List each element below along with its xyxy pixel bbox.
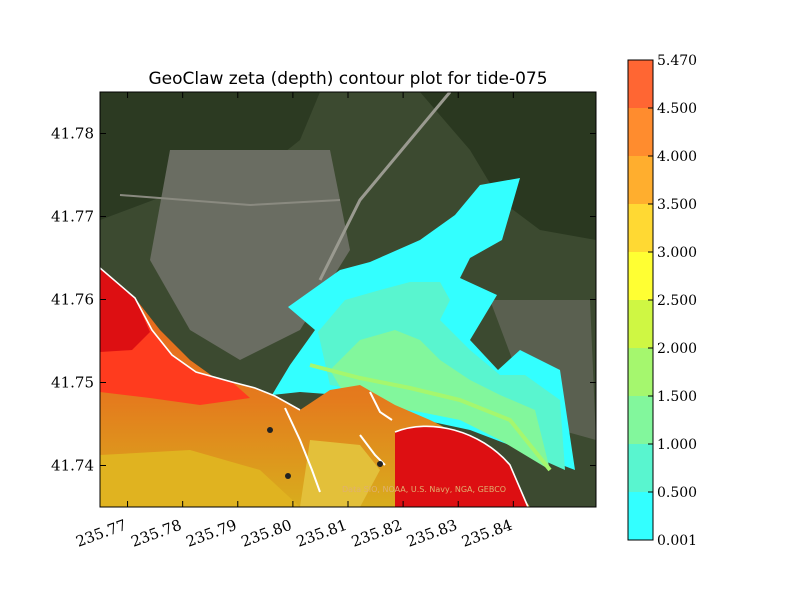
colorbar-label: 1.000 bbox=[657, 437, 697, 453]
y-axis: 41.78 41.77 41.76 41.75 41.74 bbox=[51, 125, 596, 475]
colorbar-segment bbox=[628, 156, 653, 204]
sea-zone-red bbox=[100, 268, 150, 352]
channel-edge bbox=[309, 363, 552, 472]
colorbar-segment bbox=[628, 348, 653, 396]
shoreline bbox=[394, 425, 529, 507]
colorbar-label: 0.001 bbox=[657, 533, 697, 549]
y-tick-label: 41.76 bbox=[51, 291, 94, 309]
x-tick-label: 235.80 bbox=[239, 516, 294, 551]
sea-zone-yellow bbox=[100, 450, 300, 507]
x-tick-label: 235.82 bbox=[349, 516, 404, 551]
x-tick-label: 235.81 bbox=[294, 516, 349, 551]
colorbar-segment bbox=[628, 300, 653, 348]
colorbar-segment bbox=[628, 60, 653, 108]
map-credit: Data SIO, NOAA, U.S. Navy, NGA, GEBCO bbox=[342, 485, 506, 494]
colorbar-label: 0.500 bbox=[657, 485, 697, 501]
sea-zone-deep-west bbox=[100, 268, 250, 405]
colorbar-segment bbox=[628, 252, 653, 300]
y-tick-label: 41.77 bbox=[51, 208, 94, 226]
highway bbox=[318, 92, 452, 281]
colorbar-label: 1.500 bbox=[657, 389, 697, 405]
colorbar-segment bbox=[628, 444, 653, 492]
colorbar: 0.001 0.500 1.000 1.500 2.000 2.500 3.000 3.500… bbox=[627, 53, 697, 549]
colorbar-label: 2.000 bbox=[657, 341, 697, 357]
colorbar-segment bbox=[628, 396, 653, 444]
y-tick-label: 41.75 bbox=[51, 374, 94, 392]
x-tick-label: 235.84 bbox=[459, 516, 514, 551]
x-tick-label: 235.77 bbox=[73, 516, 128, 551]
colorbar-segment bbox=[628, 108, 653, 156]
x-tick-label: 235.79 bbox=[184, 516, 239, 551]
highway bbox=[119, 194, 341, 207]
x-tick-label: 235.83 bbox=[404, 516, 459, 551]
colorbar-label: 5.470 bbox=[657, 53, 697, 69]
colorbar-segment bbox=[628, 204, 653, 252]
island bbox=[377, 461, 383, 467]
island bbox=[285, 473, 291, 479]
bay-zone-mid bbox=[330, 330, 550, 470]
y-tick-label: 41.78 bbox=[51, 125, 94, 143]
sea-zone-red bbox=[395, 426, 528, 507]
colorbar-label: 4.000 bbox=[657, 149, 697, 165]
jetty bbox=[284, 407, 321, 493]
shoreline bbox=[100, 267, 301, 411]
colorbar-label: 3.000 bbox=[657, 245, 697, 261]
y-tick-label: 41.74 bbox=[51, 457, 94, 475]
x-tick-label: 235.78 bbox=[129, 516, 184, 551]
chart-title: GeoClaw zeta (depth) contour plot for ti… bbox=[148, 69, 547, 89]
forest-patch bbox=[420, 92, 596, 240]
colorbar-label: 4.500 bbox=[657, 101, 697, 117]
colorbar-segment bbox=[628, 492, 653, 540]
colorbar-label: 3.500 bbox=[657, 197, 697, 213]
plot-area: Data SIO, NOAA, U.S. Navy, NGA, GEBCO bbox=[100, 92, 596, 507]
colorbar-label: 2.500 bbox=[657, 293, 697, 309]
breakwater bbox=[369, 391, 393, 421]
island bbox=[267, 427, 273, 433]
